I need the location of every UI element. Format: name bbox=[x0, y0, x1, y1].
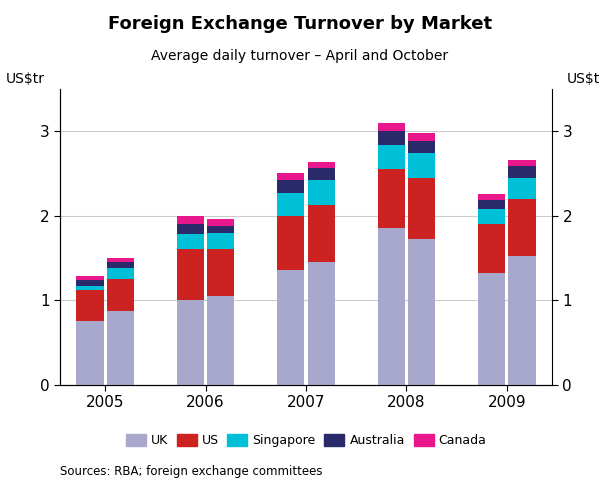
Bar bbox=[207, 249, 235, 296]
Bar bbox=[308, 168, 335, 180]
Bar bbox=[377, 145, 405, 169]
Y-axis label: US$tr: US$tr bbox=[6, 72, 45, 86]
Bar bbox=[277, 180, 304, 193]
Bar bbox=[76, 285, 104, 290]
Bar bbox=[277, 193, 304, 215]
Bar bbox=[377, 123, 405, 131]
Bar bbox=[177, 300, 204, 385]
Y-axis label: US$tr: US$tr bbox=[567, 72, 600, 86]
Bar bbox=[308, 262, 335, 385]
Bar bbox=[508, 256, 536, 385]
Bar bbox=[478, 200, 505, 209]
Text: Foreign Exchange Turnover by Market: Foreign Exchange Turnover by Market bbox=[108, 15, 492, 33]
Bar bbox=[107, 279, 134, 311]
Bar bbox=[277, 215, 304, 271]
Bar bbox=[508, 199, 536, 256]
Bar bbox=[408, 141, 435, 153]
Bar bbox=[107, 258, 134, 262]
Bar bbox=[377, 228, 405, 385]
Bar bbox=[76, 290, 104, 321]
Bar bbox=[478, 194, 505, 200]
Bar bbox=[76, 280, 104, 285]
Text: Average daily turnover – April and October: Average daily turnover – April and Octob… bbox=[151, 49, 449, 63]
Bar bbox=[207, 233, 235, 249]
Text: Sources: RBA; foreign exchange committees: Sources: RBA; foreign exchange committee… bbox=[60, 465, 323, 478]
Bar bbox=[478, 273, 505, 385]
Legend: UK, US, Singapore, Australia, Canada: UK, US, Singapore, Australia, Canada bbox=[121, 429, 491, 452]
Bar bbox=[508, 160, 536, 167]
Bar bbox=[408, 133, 435, 141]
Bar bbox=[508, 167, 536, 178]
Bar bbox=[377, 131, 405, 145]
Bar bbox=[408, 178, 435, 239]
Bar bbox=[207, 219, 235, 226]
Bar bbox=[377, 169, 405, 228]
Bar bbox=[308, 162, 335, 168]
Bar bbox=[107, 262, 134, 268]
Bar bbox=[177, 249, 204, 300]
Bar bbox=[277, 271, 304, 385]
Bar bbox=[76, 321, 104, 385]
Bar bbox=[508, 178, 536, 199]
Bar bbox=[177, 234, 204, 249]
Bar bbox=[177, 216, 204, 224]
Bar bbox=[478, 224, 505, 273]
Bar bbox=[408, 239, 435, 385]
Bar bbox=[308, 205, 335, 262]
Bar bbox=[277, 173, 304, 180]
Bar bbox=[207, 296, 235, 385]
Bar bbox=[107, 311, 134, 385]
Bar bbox=[308, 180, 335, 205]
Bar bbox=[76, 276, 104, 280]
Bar bbox=[177, 224, 204, 234]
Bar bbox=[207, 226, 235, 233]
Bar bbox=[478, 209, 505, 224]
Bar bbox=[107, 268, 134, 279]
Bar bbox=[408, 153, 435, 178]
